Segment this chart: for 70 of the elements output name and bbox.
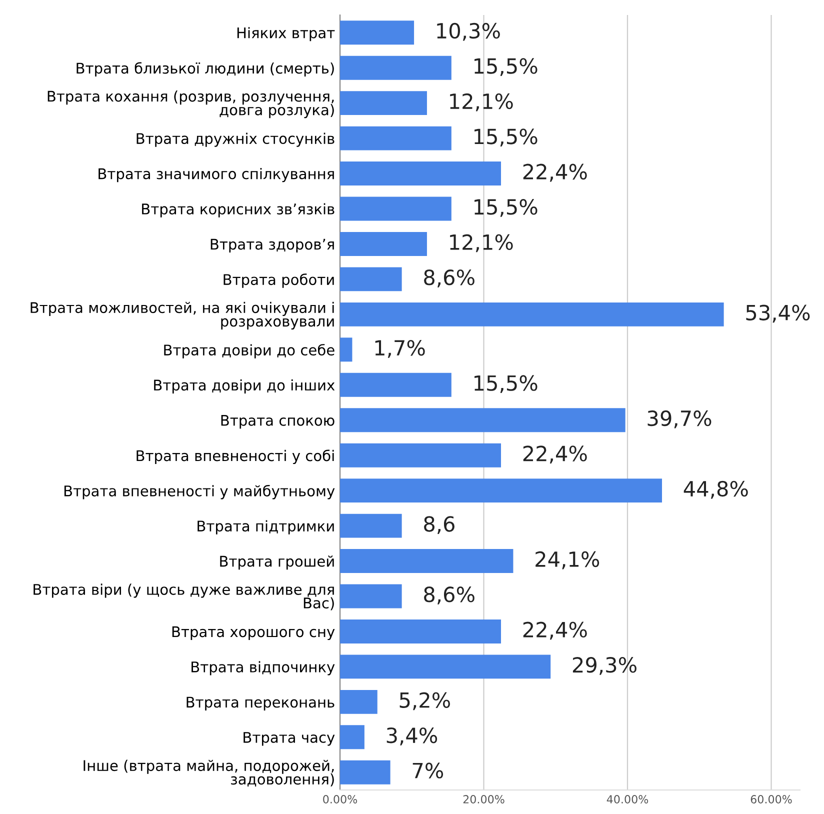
data-label: 15,5% xyxy=(474,128,538,146)
bar xyxy=(340,584,402,608)
bar xyxy=(340,478,662,503)
bar xyxy=(340,372,452,397)
bar xyxy=(340,91,427,116)
bar xyxy=(340,56,452,80)
bar xyxy=(340,654,551,679)
y-tick-label: Втрата дружніх стосунків xyxy=(136,132,334,147)
y-tick-label: Втрата грошей xyxy=(220,556,334,570)
y-tick-label: Втрата відпочинку xyxy=(192,661,335,676)
data-label: 7% xyxy=(412,762,444,778)
bar xyxy=(340,443,501,468)
y-tick-label: Втрата роботи xyxy=(224,274,334,288)
y-tick-label: Втрата довіри до інших xyxy=(154,379,335,394)
data-label: 24,1% xyxy=(536,551,600,570)
x-tick-label: 60.00% xyxy=(750,795,792,804)
data-label: 15,5% xyxy=(474,58,538,76)
y-tick-label: Втрата впевненості у собі xyxy=(136,450,334,464)
x-tick-label: 40.00% xyxy=(606,795,648,804)
data-label: 15,5% xyxy=(474,199,538,217)
bar xyxy=(340,232,427,256)
y-tick-label: Ніяких втрат xyxy=(237,27,335,42)
bar xyxy=(340,549,514,573)
y-tick-label: Втрата впевненості у майбутньому xyxy=(64,484,335,500)
bar xyxy=(340,725,364,750)
bar xyxy=(340,338,352,362)
data-label: 8,6 xyxy=(424,516,454,534)
x-tick-label: 0.00% xyxy=(323,795,358,804)
x-tick-label: 20.00% xyxy=(463,795,504,804)
data-label: 8,6% xyxy=(424,269,474,288)
bar xyxy=(340,760,390,784)
y-tick-label: Втрата можливостей, на які очікували і розраховували xyxy=(30,302,334,330)
data-label: 22,4% xyxy=(523,164,587,182)
y-tick-label: Інше (втрата майна, подорожей, задоволення) xyxy=(84,760,334,786)
data-label: 12,1% xyxy=(450,234,513,252)
data-label: 44,8% xyxy=(684,480,748,499)
data-label: 1,7% xyxy=(375,340,425,358)
y-tick-label: Втрата хорошого сну xyxy=(172,626,335,640)
data-label: 22,4% xyxy=(523,622,587,640)
y-tick-label: Втрата корисних зв’язків xyxy=(142,203,334,218)
data-label: 12,1% xyxy=(450,93,513,112)
y-tick-label: Втрата віри (у щось дуже важливе для Вас) xyxy=(34,584,334,610)
y-tick-label: Втрата близької людини (смерть) xyxy=(76,62,334,77)
bar xyxy=(340,408,626,432)
y-tick-label: Втрата спокою xyxy=(221,415,334,429)
bar xyxy=(340,162,501,186)
y-tick-label: Втрата часу xyxy=(244,732,335,746)
bar xyxy=(340,267,402,292)
bar xyxy=(340,620,501,644)
data-label: 8,6% xyxy=(424,586,474,604)
bar xyxy=(340,20,414,45)
data-label: 39,7% xyxy=(648,410,712,428)
y-tick-label: Втрата довіри до себе xyxy=(164,344,334,358)
data-label: 10,3% xyxy=(437,22,500,41)
y-tick-label: Втрата підтримки xyxy=(198,520,334,534)
y-tick-label: Втрата значимого спілкування xyxy=(98,168,334,182)
data-label: 22,4% xyxy=(523,446,587,464)
bar xyxy=(340,126,452,150)
bar xyxy=(340,690,378,714)
y-tick-label: Втрата переконань xyxy=(186,696,334,711)
bar xyxy=(340,514,402,538)
data-label: 15,5% xyxy=(474,375,538,394)
data-label: 5,2% xyxy=(400,692,450,710)
y-tick-label: Втрата здоров’я xyxy=(210,238,334,253)
data-label: 3,4% xyxy=(386,727,438,746)
data-label: 29,3% xyxy=(572,656,636,675)
y-tick-label: Втрата кохання (розрив, розлучення, довга розлука) xyxy=(48,90,334,118)
data-label: 53,4% xyxy=(746,304,810,323)
bar xyxy=(340,302,724,326)
bar xyxy=(340,196,452,221)
